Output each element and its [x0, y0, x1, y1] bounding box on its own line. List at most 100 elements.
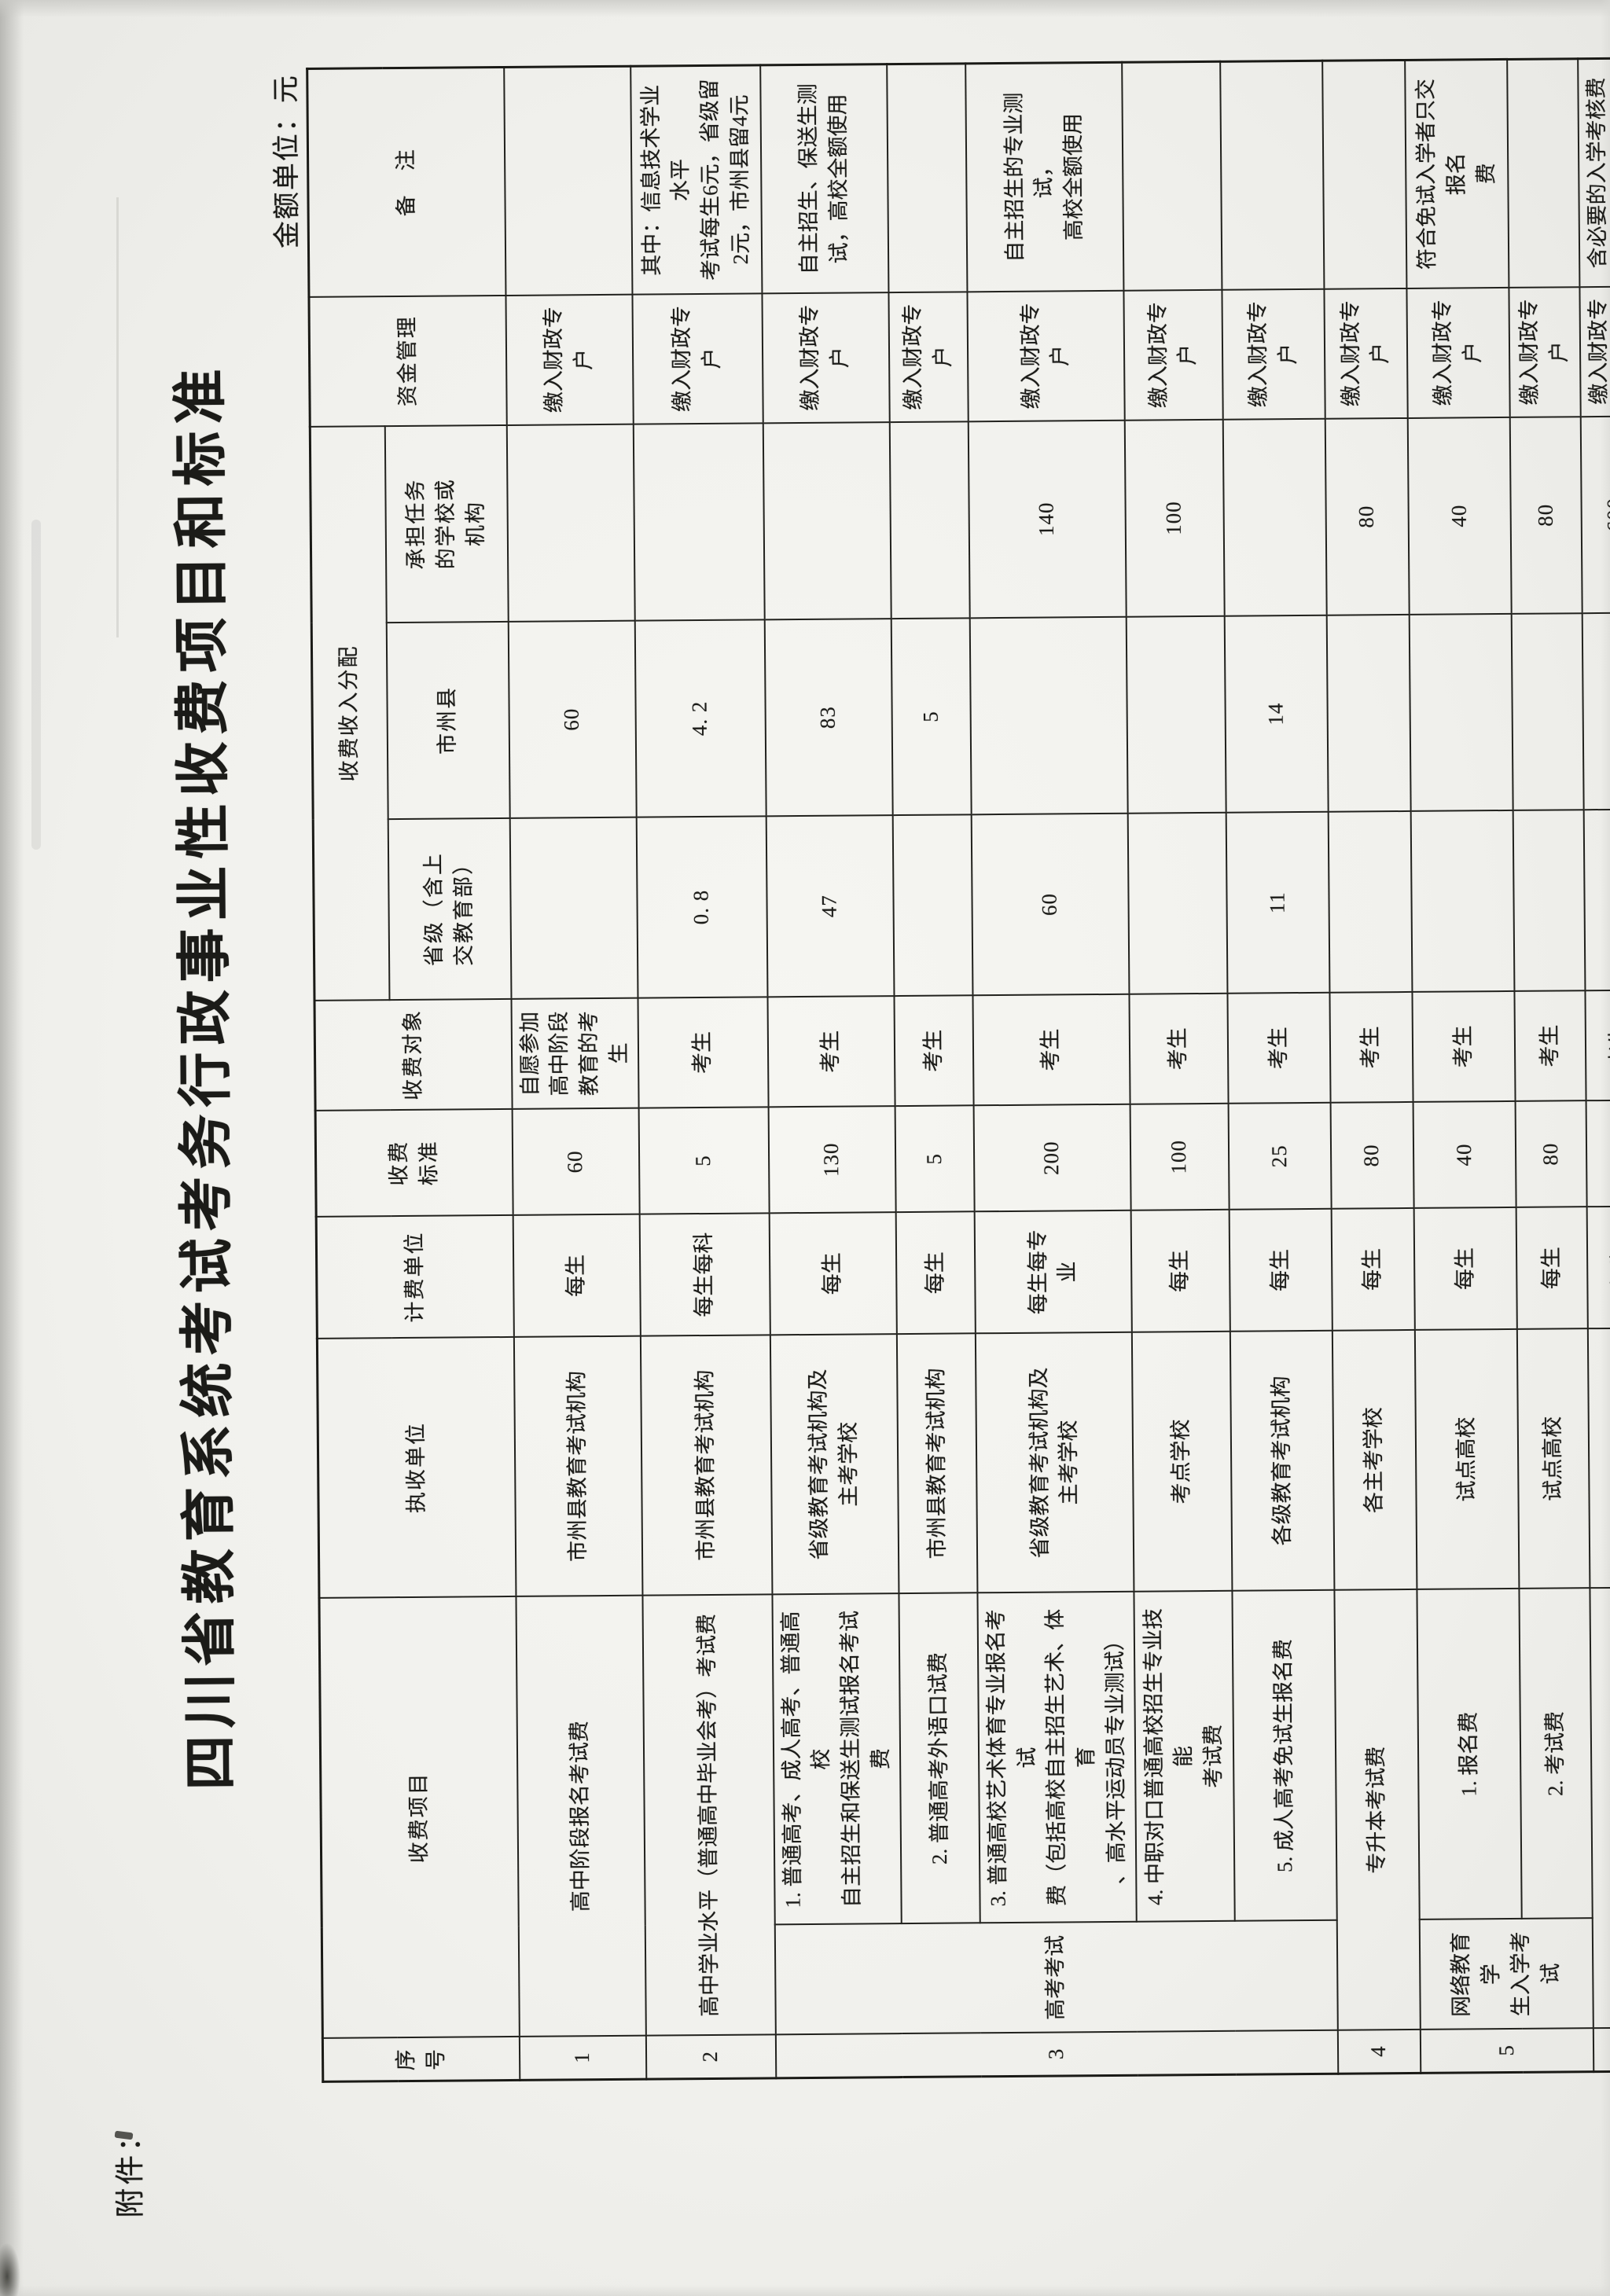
cell-standard: 130: [768, 1106, 896, 1214]
cell-payer: 考生: [638, 997, 769, 1108]
cell-collector: 各级教育考试机构: [1230, 1330, 1335, 1592]
col-header-payer: 收费对象: [314, 998, 513, 1111]
cell-collector: 市州县教育考试机构: [640, 1335, 773, 1596]
table-row: 4 专升本考试费 各主考学校 每生 80 考生 80 缴入财政专户: [1322, 60, 1421, 2074]
cell-remark: [503, 66, 633, 296]
cell-remark: [1122, 61, 1222, 291]
col-header-billing-unit: 计费单位: [316, 1215, 514, 1339]
col-header-remark: 备 注: [307, 67, 505, 297]
cell-provincial: 11: [1226, 811, 1330, 994]
cell-unit: 每生: [1229, 1208, 1332, 1332]
cell-item: 3. 普通高校艺术体育专业报名考试 费（包括高校自主招生艺术、体育 、高水平运动…: [977, 1592, 1137, 1923]
cell-no: 2: [645, 2034, 776, 2080]
cell-school: 600: [1580, 416, 1610, 614]
cell-unit: 每生: [1331, 1208, 1415, 1331]
cell-city: [1126, 615, 1226, 814]
cell-item: 自费来华学生报名考试费: [1590, 1587, 1610, 2029]
cell-no-group5: 5: [1420, 2028, 1594, 2074]
cell-school: 100: [1124, 419, 1225, 617]
cell-city: 83: [764, 618, 893, 817]
table-row: 5 网络教育学 生入学考试 1. 报名费 试点高校 每生 40 考生 40 缴入…: [1405, 59, 1594, 2074]
cell-standard: 80: [1330, 1101, 1414, 1209]
cell-provincial: 0. 8: [636, 816, 768, 998]
cell-no: 4: [1337, 2030, 1421, 2074]
cell-payer: 自愿参加 高中阶段 教育的考 生: [510, 997, 639, 1109]
cell-city: [1582, 612, 1610, 810]
cell-collector: 试点高校: [1516, 1328, 1590, 1589]
cell-collector: 各主考学校: [1332, 1330, 1417, 1591]
cell-provincial: [1328, 810, 1413, 993]
cell-provincial: [1513, 810, 1586, 991]
cell-item: 高中阶段报名考试费: [515, 1595, 646, 2037]
cell-remark: [1322, 60, 1407, 289]
cell-unit: 每生: [1413, 1207, 1517, 1331]
cell-payer: 考生: [1227, 992, 1331, 1104]
table-row: 2 高中学业水平（普通高中毕业会考）考试费 市州县教育考试机构 每生每科 5 考…: [630, 64, 776, 2080]
cell-fund: 缴入财政专户: [888, 292, 969, 422]
cell-fund: 缴入财政专户: [762, 292, 890, 424]
table-row: 3 高考考试 1. 普通高考、成人高考、普通高校 自主招生和保送生测试报名考试费…: [759, 64, 1339, 2078]
cell-item: 专升本考试费: [1334, 1589, 1421, 2031]
cell-city: 14: [1224, 615, 1329, 813]
cell-school: [889, 421, 970, 619]
table-row: 3. 普通高校艺术体育专业报名考试 费（包括高校自主招生艺术、体育 、高水平运动…: [965, 62, 1138, 2076]
cell-item: 4. 中职对口普通高校招生专业技能 考试费: [1134, 1591, 1235, 1923]
cell-payer: 考生: [1129, 993, 1229, 1104]
cell-remark: 其中：信息技术学业水平 考试每生6元，省级留 2元，市州县留4元: [630, 64, 763, 295]
cell-fund: 缴入财政专户: [1123, 289, 1223, 421]
col-header-item: 收费项目: [318, 1596, 520, 2039]
cell-payer: 考生: [1412, 990, 1516, 1102]
col-header-fund-mgmt: 资金管理: [308, 295, 507, 427]
cell-collector: 省级教育考试机构及 主考学校: [975, 1332, 1134, 1593]
cell-unit: 每生: [1586, 1206, 1610, 1329]
cell-city: 4. 2: [634, 619, 766, 817]
cell-unit: 每生: [895, 1211, 976, 1335]
cell-standard: 100: [1130, 1103, 1230, 1210]
cell-standard: 80: [1515, 1100, 1587, 1208]
cell-no-group3: 3: [775, 2030, 1339, 2078]
header-row-1: 序 号 收费项目 执收单位 计费单位 收费 标准 收费对象 收费收入分配 资金管…: [307, 67, 520, 2082]
col-header-collector: 执收单位: [317, 1337, 516, 1599]
cell-unit: 每生: [513, 1214, 641, 1338]
cell-payer: 考生: [767, 996, 895, 1108]
cell-provincial: [892, 814, 973, 997]
cell-fund: 缴入财政专户: [1406, 287, 1510, 418]
cell-fund: 缴入财政专户: [1222, 288, 1325, 420]
cell-payer: 考生: [1585, 990, 1610, 1101]
document-title: 四川省教育系统考试考务行政事业性收费项目和标准: [171, 362, 243, 1791]
cell-payer: 考生: [1329, 991, 1413, 1103]
cell-payer: 考生: [894, 995, 974, 1107]
cell-standard: 40: [1413, 1100, 1516, 1209]
cell-no: 6: [1593, 2027, 1610, 2072]
cell-fund: 缴入财政专户: [967, 290, 1125, 422]
cell-city: [1326, 614, 1411, 812]
cell-item: 1. 报名费: [1417, 1589, 1522, 1920]
cell-unit: 每生每专 业: [974, 1210, 1132, 1334]
cell-school: 40: [1407, 417, 1512, 615]
cell-no: 1: [519, 2036, 646, 2081]
cell-standard: 600: [1586, 1100, 1610, 1207]
cell-city: 5: [891, 618, 972, 816]
cell-group-label-gaokao: 高考考试: [774, 1920, 1338, 2035]
cell-payer: 考生: [1514, 990, 1586, 1101]
cell-item: 高中学业水平（普通高中毕业会考）考试费: [642, 1594, 776, 2037]
cell-collector: 主考学校: [1587, 1328, 1610, 1589]
cell-remark: [1507, 58, 1580, 288]
cell-unit: 每生: [1130, 1209, 1230, 1332]
cell-school: [506, 424, 635, 622]
cell-standard: 5: [638, 1107, 770, 1214]
cell-standard: 5: [895, 1105, 975, 1213]
cell-city: [1409, 613, 1513, 811]
cell-standard: 200: [973, 1104, 1131, 1212]
cell-item: 1. 普通高考、成人高考、普通高校 自主招生和保送生测试报名考试费: [772, 1593, 902, 1925]
cell-school: [1222, 418, 1327, 616]
col-header-distribution: 收费收入分配: [310, 425, 390, 1001]
cell-remark: 符合免试入学者只交报名 费: [1405, 59, 1509, 288]
cell-provincial: [1410, 810, 1515, 992]
col-header-standard: 收费 标准: [315, 1108, 513, 1217]
cell-standard: 25: [1228, 1102, 1332, 1210]
cell-group-label-network-edu: 网络教育学 生入学考试: [1419, 1918, 1593, 2030]
